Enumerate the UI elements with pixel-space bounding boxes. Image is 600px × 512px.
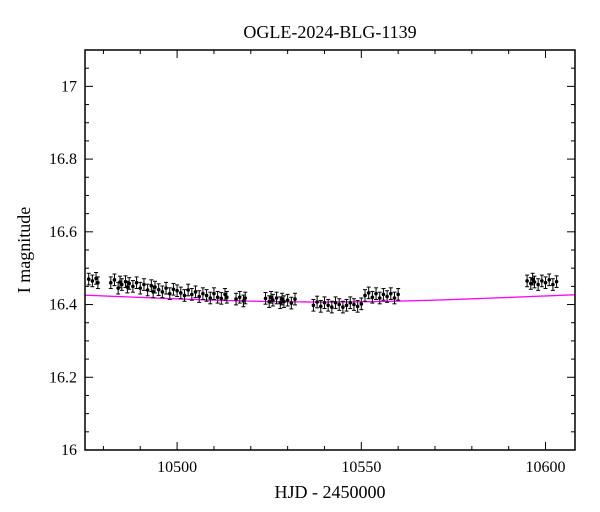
ytick-label: 16.6 bbox=[49, 224, 77, 241]
x-axis-label: HJD - 2450000 bbox=[275, 482, 386, 502]
ytick-label: 16 bbox=[61, 442, 77, 459]
light-curve-chart: 10500 10550 10600 16 16.2 16.4 16.6 16.8 17 OGLE-… bbox=[0, 0, 600, 512]
ytick-label: 16.4 bbox=[49, 297, 77, 314]
ytick-label: 16.8 bbox=[49, 151, 77, 168]
xtick-label: 10500 bbox=[157, 459, 197, 476]
xtick-label: 10550 bbox=[341, 459, 381, 476]
ytick-label: 17 bbox=[61, 78, 77, 95]
y-axis-label: I magnitude bbox=[14, 207, 34, 293]
ytick-label: 16.2 bbox=[49, 369, 77, 386]
chart-title: OGLE-2024-BLG-1139 bbox=[243, 22, 416, 42]
xtick-label: 10600 bbox=[526, 459, 566, 476]
